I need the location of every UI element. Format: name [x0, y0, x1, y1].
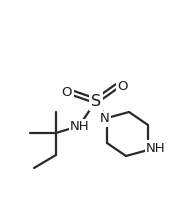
Text: S: S	[91, 93, 101, 109]
Text: N: N	[100, 113, 110, 126]
Text: NH: NH	[146, 142, 166, 155]
Text: O: O	[62, 87, 72, 100]
Text: NH: NH	[70, 121, 90, 134]
Text: O: O	[118, 80, 128, 92]
